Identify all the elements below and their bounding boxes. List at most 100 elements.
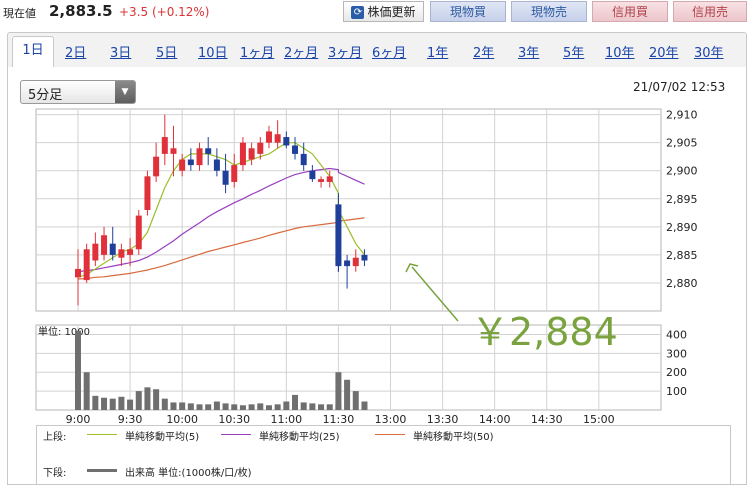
candle — [231, 165, 238, 182]
volume-y-tick-label: 200 — [666, 366, 687, 379]
tab-1m[interactable]: 1ヶ月 — [240, 46, 275, 61]
volume-bar — [222, 403, 229, 410]
interval-select[interactable]: 5分足 ▼ — [20, 80, 136, 104]
candle — [144, 176, 151, 210]
volume-bar — [153, 389, 160, 410]
tab-3d[interactable]: 3日 — [110, 46, 132, 61]
candle — [101, 235, 108, 255]
cash-buy-button[interactable]: 現物買 — [430, 1, 506, 22]
volume-bar — [352, 391, 359, 410]
volume-bar — [265, 405, 272, 410]
tab-2d[interactable]: 2日 — [65, 46, 87, 61]
margin-buy-button[interactable]: 信用買 — [592, 1, 668, 22]
chart-panel: 5分足 ▼ 21/07/02 12:53 9:00 9:30 10:00 10:30 1… — [7, 67, 747, 485]
tab-5y[interactable]: 5年 — [563, 46, 585, 61]
candle — [153, 156, 160, 177]
candle — [300, 153, 307, 166]
x-tick-label: 14:00 — [479, 413, 511, 426]
candle — [161, 137, 168, 154]
volume-bar — [118, 396, 125, 410]
candle — [265, 131, 272, 143]
x-tick-label: 9:00 — [66, 413, 91, 426]
legend-ma25-swatch — [221, 434, 251, 435]
chart-timestamp: 21/07/02 12:53 — [633, 80, 726, 94]
tab-20y[interactable]: 20年 — [649, 46, 679, 61]
price-y-tick-label: 2,900 — [666, 165, 698, 178]
tab-3m[interactable]: 3ヶ月 — [328, 46, 363, 61]
x-tick-label: 10:30 — [218, 413, 250, 426]
volume-bar — [127, 399, 134, 410]
candle — [135, 215, 142, 250]
legend-volume-swatch — [87, 469, 117, 472]
candle — [335, 257, 342, 267]
tab-1d[interactable]: 1日 — [12, 36, 54, 68]
volume-bar — [92, 395, 99, 410]
tab-30y[interactable]: 30年 — [694, 46, 724, 61]
price-y-tick-label: 2,895 — [666, 193, 698, 206]
tab-2m[interactable]: 2ヶ月 — [284, 46, 319, 61]
volume-bar — [335, 372, 342, 410]
legend-lower-label: 下段: — [43, 468, 67, 479]
volume-bar — [309, 403, 316, 410]
candle — [361, 254, 368, 261]
candle — [170, 148, 177, 154]
tab-1y[interactable]: 1年 — [427, 46, 449, 61]
candle — [213, 159, 220, 171]
price-y-tick-label: 2,905 — [666, 137, 698, 150]
tab-3y[interactable]: 3年 — [518, 46, 540, 61]
volume-bar — [205, 404, 212, 410]
refresh-label: 株価更新 — [367, 5, 416, 19]
tab-5d[interactable]: 5日 — [156, 46, 178, 61]
refresh-quote-button[interactable]: ⟳ 株価更新 — [343, 1, 424, 22]
annotation-arrow-icon — [411, 266, 459, 322]
x-tick-label: 13:30 — [427, 413, 459, 426]
candle — [248, 148, 255, 160]
volume-bar — [101, 397, 108, 410]
volume-bar — [283, 401, 290, 410]
candle — [196, 148, 203, 166]
interval-select-value: 5分足 — [28, 88, 63, 103]
candle — [109, 243, 116, 255]
margin-sell-button[interactable]: 信用売 — [673, 1, 747, 22]
candle — [179, 159, 186, 171]
tab-10d[interactable]: 10日 — [198, 46, 228, 61]
candle — [75, 268, 81, 278]
current-price: 2,883.5 — [49, 2, 113, 20]
volume-bar — [161, 398, 168, 410]
tab-2y[interactable]: 2年 — [473, 46, 495, 61]
candle — [118, 249, 125, 258]
volume-bar — [326, 404, 333, 410]
volume-bar — [274, 404, 281, 410]
ma50-line — [77, 217, 365, 280]
tab-6m[interactable]: 6ヶ月 — [372, 46, 407, 61]
cash-sell-button[interactable]: 現物売 — [511, 1, 587, 22]
legend-volume: 出来高 単位:(1000株/口/枚) — [125, 468, 252, 479]
volume-bar — [318, 404, 325, 410]
candle — [292, 145, 299, 154]
x-tick-label: 9:30 — [118, 413, 143, 426]
volume-bar — [292, 394, 299, 410]
x-tick-label: 11:30 — [323, 413, 355, 426]
candle — [239, 142, 246, 166]
candle — [257, 142, 264, 154]
volume-bar — [248, 404, 255, 410]
price-change: +3.5 (+0.12%) — [119, 5, 210, 19]
legend-upper-label: 上段: — [43, 432, 67, 443]
tab-10y[interactable]: 10年 — [605, 46, 635, 61]
volume-bar — [231, 404, 238, 410]
volume-bar — [83, 372, 90, 410]
volume-bar — [257, 403, 264, 410]
volume-bar — [187, 403, 194, 410]
price-y-tick-label: 2,910 — [666, 109, 698, 122]
legend-ma50-swatch — [375, 434, 405, 435]
x-tick-label: 14:30 — [531, 413, 563, 426]
legend-ma25: 単純移動平均(25) — [259, 432, 340, 443]
volume-bar — [196, 404, 203, 410]
x-tick-label: 10:00 — [166, 413, 198, 426]
chart-legend: 上段: 単純移動平均(5) 単純移動平均(25) 単純移動平均(50) 下段: … — [36, 425, 731, 485]
volume-bar — [239, 405, 246, 410]
quote-header: 現在値 2,883.5 +3.5 (+0.12%) ⟳ 株価更新 現物買 現物売 … — [0, 0, 750, 26]
price-annotation: ￥2,884 — [471, 310, 618, 354]
legend-ma5-swatch — [87, 434, 117, 435]
candle — [283, 137, 290, 146]
